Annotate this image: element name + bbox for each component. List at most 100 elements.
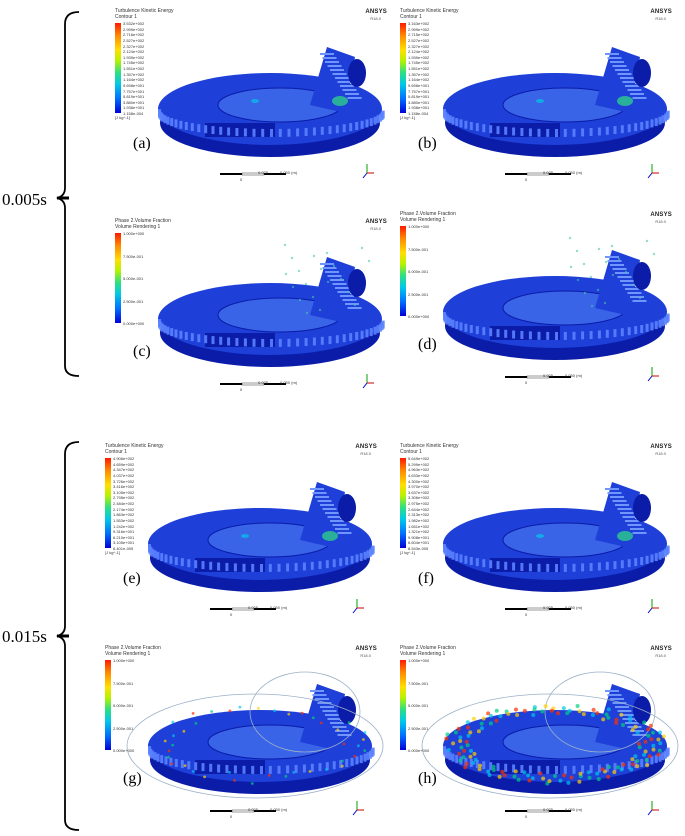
ansys-logo: ANSYS <box>355 646 377 652</box>
legend-subtitle: Volume Rendering 1 <box>115 224 161 230</box>
legend-tick-label: 1.000e+000 <box>113 658 135 663</box>
legend-tick-label: 6.604e+001 <box>408 540 430 546</box>
legend-tick-label: 5.000e-001 <box>123 276 144 281</box>
legend-tick-label: 1.242e+002 <box>113 523 135 529</box>
legend-tick-label: 0.000e+000 <box>408 748 430 753</box>
scale-label-0: 0 <box>240 387 243 392</box>
gear-render <box>148 482 375 614</box>
legend-tick-label: 2.975e+002 <box>408 501 430 506</box>
panel-letter: (b) <box>418 135 437 152</box>
gear-render <box>443 236 670 382</box>
brace-0015 <box>56 441 80 831</box>
legend-title: Turbulence Kinetic Energy <box>105 443 164 449</box>
legend-colorbar <box>105 660 111 750</box>
legend-unit: [J kg^-1] <box>400 550 415 555</box>
legend-colorbar <box>400 23 406 113</box>
legend-tick-label: 1.939e+002 <box>123 54 145 60</box>
scale-label-1: 0.025 <box>248 605 259 610</box>
legend-tick-label: 9.316e+001 <box>113 529 135 535</box>
legend-tick-label: 1.938e+001 <box>123 105 145 111</box>
scale-label-1: 0.025 <box>543 373 554 378</box>
ansys-version: R18.0 <box>370 226 381 231</box>
legend-tick-label: 2.174e+002 <box>113 506 135 512</box>
legend-tick-label: 1.158e-004 <box>408 111 429 116</box>
legend-tick-label: 3.105e+001 <box>113 540 135 546</box>
ansys-logo: ANSYS <box>355 444 377 450</box>
legend-tick-label: 7.757e+001 <box>408 88 430 94</box>
scale-label-0: 0 <box>240 177 243 182</box>
ansys-version: R18.0 <box>360 653 371 658</box>
legend-tick-label: 4.633e+002 <box>408 472 430 478</box>
legend-tick-label: 1.745e+002 <box>408 60 430 66</box>
legend-tick-label: 1.863e+002 <box>113 512 135 518</box>
legend-subtitle: Contour 1 <box>400 14 422 20</box>
legend-tick-label: 4.037e+002 <box>113 472 135 478</box>
figure-panel-a: Turbulence Kinetic Energy Contour 1 3.532e… <box>105 5 395 185</box>
scale-label-0: 0 <box>230 612 233 617</box>
legend-tick-label: 1.321e+002 <box>408 529 430 535</box>
legend-tick-label: 1.000e+000 <box>408 658 430 663</box>
scale-label-1: 0.025 <box>543 807 554 812</box>
legend-title: Turbulence Kinetic Energy <box>400 443 459 449</box>
figure-panel-f: Turbulence Kinetic Energy Contour 1 5.649e… <box>390 440 680 620</box>
legend-tick-label: 2.527e+002 <box>408 37 430 43</box>
legend-tick-label: 8.543e-005 <box>408 546 429 551</box>
legend-tick-label: 7.500e-001 <box>123 253 144 259</box>
legend-tick-label: 7.757e+001 <box>123 88 145 94</box>
ansys-logo: ANSYS <box>650 646 672 652</box>
legend-tick-label: 5.000e-001 <box>408 703 429 708</box>
legend-tick-label: 2.715e+002 <box>408 32 430 38</box>
panel-letter: (a) <box>133 135 151 152</box>
legend-colorbar <box>105 458 111 548</box>
legend-title: Phase 2.Volume Fraction <box>400 645 456 651</box>
legend-tick-label: 3.306e+002 <box>408 495 430 501</box>
ansys-logo: ANSYS <box>650 9 672 15</box>
legend-tick-label: 2.999e+002 <box>408 26 430 32</box>
scale-label-1: 0.025 <box>258 380 269 385</box>
scale-label-0: 0 <box>230 814 233 819</box>
panel-letter: (g) <box>123 770 142 787</box>
legend-tick-label: 3.416e+002 <box>113 484 135 490</box>
legend-tick-label: 7.500e-001 <box>113 680 134 686</box>
legend-tick-label: 2.327e+002 <box>123 43 145 49</box>
legend-tick-label: 1.000e+000 <box>123 231 145 236</box>
legend-tick-label: 9.908e+001 <box>408 534 430 540</box>
ansys-logo: ANSYS <box>365 219 387 225</box>
ansys-version: R18.0 <box>655 219 666 224</box>
scale-label-1: 0.025 <box>543 170 554 175</box>
scale-label-2: 0.050 (m) <box>565 170 583 175</box>
brace-0005 <box>56 11 80 377</box>
legend-tick-label: 9.698e+001 <box>408 82 430 88</box>
legend-unit: [J kg^-1] <box>115 115 130 120</box>
legend-tick-label: 1.158e-004 <box>123 111 144 116</box>
legend-tick-label: 1.357e+002 <box>123 71 145 77</box>
legend-colorbar <box>115 23 121 113</box>
scale-label-2: 0.050 (m) <box>565 807 583 812</box>
legend-colorbar <box>115 233 121 323</box>
legend-tick-label: 2.527e+002 <box>123 37 145 43</box>
legend-colorbar <box>400 226 406 316</box>
legend-title: Phase 2.Volume Fraction <box>115 218 171 224</box>
legend-colorbar <box>400 660 406 750</box>
legend-tick-label: 3.880e+001 <box>408 99 430 105</box>
legend-tick-label: 4.300e+002 <box>408 478 430 484</box>
legend-tick-label: 1.745e+002 <box>123 60 145 66</box>
time-label-0015: 0.015s <box>2 627 47 646</box>
scale-label-2: 0.050 (m) <box>565 373 583 378</box>
gear-render <box>158 243 385 389</box>
panel-letter: (f) <box>418 570 434 587</box>
legend-tick-label: 3.880e+001 <box>123 99 145 105</box>
legend-subtitle: Contour 1 <box>400 449 422 455</box>
legend-tick-label: 1.164e+002 <box>123 77 145 83</box>
legend-tick-label: 6.401e-005 <box>113 546 134 551</box>
legend-tick-label: 2.644e+002 <box>408 506 430 512</box>
scale-label-2: 0.050 (m) <box>280 380 298 385</box>
legend-tick-label: 1.938e+001 <box>408 105 430 111</box>
legend-title: Turbulence Kinetic Energy <box>115 8 174 14</box>
legend-tick-label: 2.999e+002 <box>123 26 145 32</box>
gear-render <box>421 671 679 816</box>
legend-tick-label: 3.532e+002 <box>123 21 145 26</box>
legend-tick-label: 5.000e-001 <box>408 269 429 274</box>
ansys-logo: ANSYS <box>650 212 672 218</box>
legend-tick-label: 2.795e+002 <box>113 495 135 501</box>
